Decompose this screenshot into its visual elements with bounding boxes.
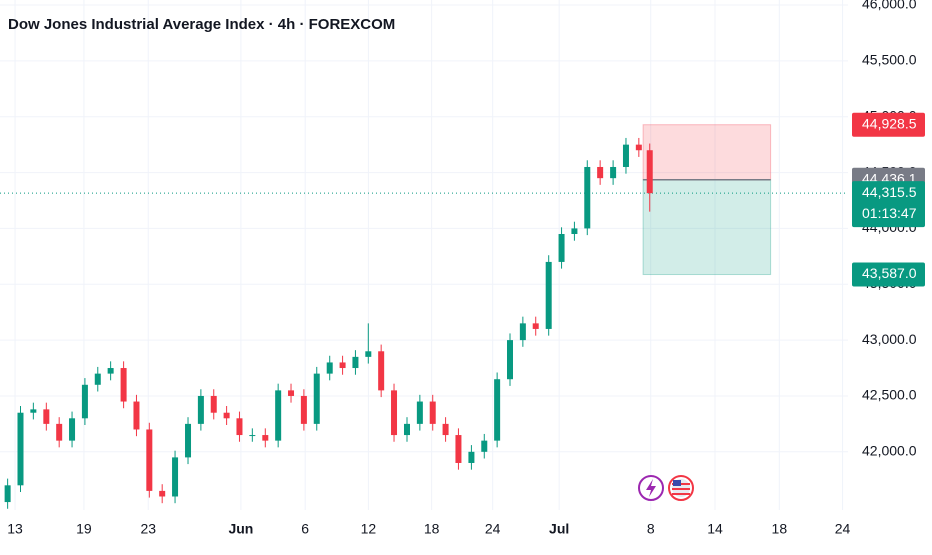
candle-body xyxy=(275,390,282,441)
candle-body xyxy=(442,423,449,436)
candle-body xyxy=(622,144,629,167)
candle-body xyxy=(81,384,88,419)
candle-body xyxy=(391,390,398,436)
x-tick-label: 14 xyxy=(707,521,723,537)
y-tick-label: 45,500.0 xyxy=(862,52,917,68)
stop-zone xyxy=(642,124,772,181)
x-tick-label: 19 xyxy=(76,521,92,537)
candle-body xyxy=(646,150,653,194)
candle-body xyxy=(43,409,50,424)
candle-body xyxy=(249,435,256,437)
candle-body xyxy=(378,351,385,391)
price-label: 44,928.5 xyxy=(862,115,917,131)
candle-body xyxy=(185,423,192,458)
candle-body xyxy=(545,261,552,329)
countdown: 01:13:47 xyxy=(862,205,917,221)
candle-body xyxy=(107,368,114,374)
candle-body xyxy=(416,401,423,424)
x-tick-label: 12 xyxy=(361,521,377,537)
x-tick-label: Jul xyxy=(549,521,569,537)
candle-body xyxy=(210,395,217,413)
x-tick-label: 24 xyxy=(485,521,501,537)
x-tick-label: 24 xyxy=(835,521,851,537)
y-tick-label: 42,000.0 xyxy=(862,443,917,459)
candle-body xyxy=(223,412,230,419)
candle-body xyxy=(571,228,578,235)
x-tick-label: Jun xyxy=(228,521,253,537)
x-tick-label: 8 xyxy=(647,521,655,537)
candle-body xyxy=(56,423,63,441)
price-label: 44,315.5 xyxy=(862,184,917,200)
x-tick-label: 13 xyxy=(7,521,23,537)
lightning-glyph xyxy=(646,479,656,497)
target-zone xyxy=(642,179,772,276)
candle-body xyxy=(506,340,513,380)
candle-body xyxy=(197,395,204,424)
candle-body xyxy=(69,418,76,441)
candle-body xyxy=(455,435,462,463)
flag-canton xyxy=(673,480,681,486)
candle-body xyxy=(558,234,565,262)
price-label-box xyxy=(852,181,925,228)
price-label: 43,587.0 xyxy=(862,265,917,281)
candle-body xyxy=(352,356,359,369)
candle-body xyxy=(262,435,269,441)
x-tick-label: 18 xyxy=(424,521,440,537)
y-tick-label: 42,500.0 xyxy=(862,387,917,403)
candle-body xyxy=(313,373,320,424)
candle-body xyxy=(326,362,333,374)
x-tick-label: 23 xyxy=(140,521,156,537)
candle-body xyxy=(481,440,488,452)
candle-body xyxy=(365,351,372,357)
candle-body xyxy=(300,395,307,424)
x-tick-label: 18 xyxy=(772,521,788,537)
candle-body xyxy=(159,490,166,497)
y-tick-label: 46,000.0 xyxy=(862,0,917,12)
candle-body xyxy=(94,373,101,385)
candle-body xyxy=(584,166,591,229)
candle-body xyxy=(597,166,604,179)
x-tick-label: 6 xyxy=(301,521,309,537)
candle-body xyxy=(17,412,24,486)
candle-body xyxy=(519,323,526,341)
candle-body xyxy=(339,362,346,369)
event-icons xyxy=(638,475,694,501)
candle-body xyxy=(403,423,410,436)
chart-title: Dow Jones Industrial Average Index · 4h … xyxy=(8,16,395,33)
candle-body xyxy=(468,451,475,463)
candle-body xyxy=(120,368,127,402)
candle-body xyxy=(146,429,153,491)
candle-body xyxy=(288,390,295,396)
candle-body xyxy=(610,166,617,179)
candle-body xyxy=(4,485,11,503)
candle-body xyxy=(30,409,37,413)
candle-body xyxy=(133,401,140,430)
price-label-box xyxy=(852,112,925,137)
candle-body xyxy=(429,401,436,424)
candle-body xyxy=(532,323,539,329)
candle-body xyxy=(172,457,179,497)
y-tick-label: 43,000.0 xyxy=(862,331,917,347)
candle-body xyxy=(494,379,501,441)
candle-body xyxy=(236,418,243,436)
candle-body xyxy=(635,144,642,151)
price-label-box xyxy=(852,262,925,287)
